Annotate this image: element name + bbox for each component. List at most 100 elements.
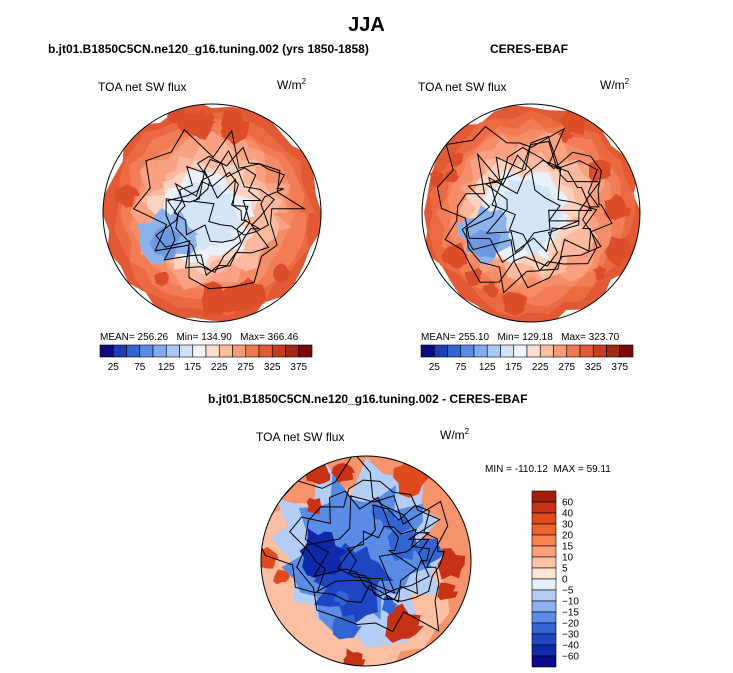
colorbar-box — [531, 622, 557, 635]
map-patch — [219, 285, 252, 313]
panel-1-units: W/m2 — [277, 77, 307, 92]
colorbar-box — [531, 633, 557, 646]
colorbar-box — [473, 344, 488, 358]
colorbar-box — [531, 578, 557, 591]
colorbar-box — [531, 567, 557, 580]
coastline — [304, 479, 441, 597]
colorbar-tick-label: 125 — [479, 362, 496, 373]
map-patch — [331, 463, 356, 483]
map-border — [260, 455, 472, 667]
colorbar-box — [531, 523, 557, 536]
map-patch — [332, 614, 362, 640]
colorbar-box — [420, 344, 435, 358]
colorbar-box — [192, 344, 207, 358]
colorbar-box — [566, 344, 581, 358]
map-patch — [272, 263, 293, 283]
map-patch — [244, 289, 267, 307]
colorbar-box — [539, 344, 554, 358]
map-patch — [220, 118, 250, 146]
colorbar-tick-label: 275 — [237, 362, 254, 373]
panel-3-variable-label: TOA net SW flux — [256, 430, 345, 444]
coastline — [289, 490, 418, 603]
panel-2-stats: MEAN= 255.10 Min= 129.18 Max= 323.70 — [421, 332, 620, 343]
colorbar-tick-label: 60 — [562, 498, 574, 509]
colorbar-box — [433, 344, 448, 358]
panel-3-stats: MIN = -110.12 MAX = 59.11 — [485, 464, 611, 475]
colorbar-box — [486, 344, 501, 358]
map-band — [299, 528, 348, 579]
colorbar-box — [152, 344, 167, 358]
map-patch — [415, 538, 444, 565]
colorbar-box — [606, 344, 621, 358]
colorbar-box — [218, 344, 233, 358]
colorbar-box — [579, 344, 594, 358]
colorbar-box — [531, 545, 557, 558]
colorbar-box — [553, 344, 568, 358]
colorbar-tick-label: −30 — [562, 630, 579, 641]
map-patch — [502, 291, 528, 316]
page-title: JJA — [348, 14, 385, 36]
colorbar-box — [592, 344, 607, 358]
colorbar-box — [112, 344, 127, 358]
colorbar-box — [139, 344, 154, 358]
coastline — [491, 147, 613, 271]
colorbar-box — [531, 589, 557, 602]
colorbar-box — [258, 344, 273, 358]
panel-3-units: W/m2 — [440, 427, 470, 442]
map-patch — [482, 282, 500, 298]
colorbar-box — [126, 344, 141, 358]
colorbar-tick-label: 15 — [562, 542, 574, 553]
colorbar-box — [232, 344, 247, 358]
colorbar-tick-label: 5 — [562, 564, 568, 575]
map-patch — [114, 184, 140, 208]
colorbar-box — [531, 534, 557, 547]
panel-2-variable-label: TOA net SW flux — [418, 80, 507, 94]
colorbar-box — [513, 344, 528, 358]
map-patch — [176, 109, 213, 141]
colorbar-box — [99, 344, 114, 358]
colorbar-box — [531, 490, 557, 503]
colorbar-tick-label: 25 — [108, 362, 120, 373]
map-patch — [391, 516, 412, 535]
colorbar-tick-label: 75 — [455, 362, 467, 373]
panel-3-title: b.jt01.B1850C5CN.ne120_g16.tuning.002 - … — [208, 392, 528, 406]
colorbar-tick-label: 0 — [562, 575, 568, 586]
map-border — [102, 103, 322, 323]
map-patch — [444, 168, 460, 183]
coastline — [461, 140, 602, 289]
colorbar-tick-label: 275 — [558, 362, 575, 373]
colorbar-tick-label: 175 — [505, 362, 522, 373]
colorbar-tick-label: 175 — [184, 362, 201, 373]
colorbar-tick-label: 325 — [264, 362, 281, 373]
colorbar-tick-label: 375 — [611, 362, 628, 373]
colorbar-tick-label: 40 — [562, 509, 574, 520]
map-patch — [557, 126, 574, 144]
map-patch — [437, 548, 466, 580]
colorbar-tick-label: 30 — [562, 520, 574, 531]
colorbar-box — [179, 344, 194, 358]
colorbar-box — [619, 344, 634, 358]
colorbar-box — [298, 344, 313, 358]
colorbar-box — [526, 344, 541, 358]
map-patch — [385, 603, 425, 643]
map-patch — [449, 151, 464, 167]
panel-3-polar-map — [260, 455, 472, 667]
coastline — [132, 128, 307, 290]
colorbar-tick-label: 20 — [562, 531, 574, 542]
colorbar-tick-label: 10 — [562, 553, 574, 564]
panel-1-title: b.jt01.B1850C5CN.ne120_g16.tuning.002 (y… — [48, 42, 369, 56]
colorbar-tick-label: 125 — [158, 362, 175, 373]
colorbar-box — [500, 344, 515, 358]
map-patch — [154, 271, 169, 287]
map-patch — [261, 546, 279, 569]
colorbar-box — [165, 344, 180, 358]
panel-1-stats: MEAN= 256.26 Min= 134.90 Max= 366.46 — [100, 332, 299, 343]
map-patch — [379, 509, 396, 530]
map-patch — [239, 280, 259, 296]
colorbar-box — [205, 344, 220, 358]
colorbar-tick-label: −40 — [562, 641, 579, 652]
map-patch — [464, 268, 483, 286]
colorbar-box — [531, 644, 557, 657]
colorbar-tick-label: 325 — [585, 362, 602, 373]
